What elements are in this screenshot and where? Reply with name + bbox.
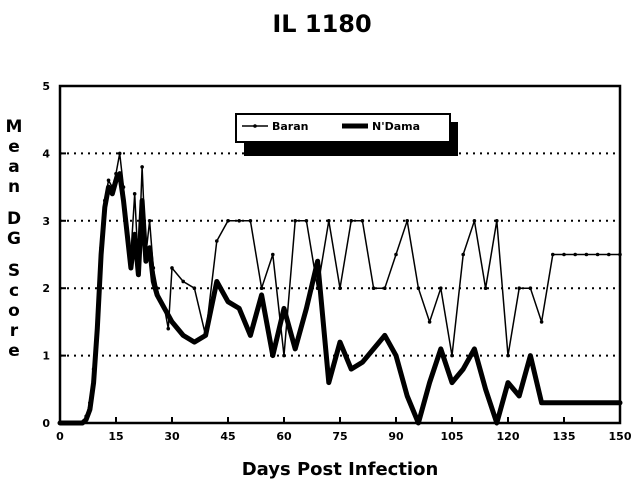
data-point-baran [106, 178, 111, 183]
y-tick-label: 0 [42, 417, 50, 430]
data-point-baran [181, 279, 185, 284]
data-point-baran [293, 219, 298, 223]
x-tick-label: 75 [332, 430, 347, 443]
data-point-baran [166, 326, 171, 331]
x-tick-label: 120 [497, 430, 520, 443]
data-point-baran [304, 219, 309, 223]
data-point-baran [539, 320, 544, 324]
y-tick-label: 5 [42, 80, 50, 93]
y-tick-label: 4 [42, 147, 50, 160]
data-point-baran [117, 151, 122, 156]
data-point-baran [215, 239, 219, 243]
data-point-baran [271, 252, 275, 257]
data-point-baran [371, 286, 376, 291]
data-point-baran [506, 353, 510, 358]
y-axis-label-letter: D [7, 209, 21, 229]
y-tick-label: 1 [42, 350, 50, 363]
y-axis: 0 1 2 3 4 5 [42, 80, 66, 430]
x-tick-label: 0 [56, 430, 64, 443]
y-axis-label-letter: e [8, 341, 20, 361]
data-point-baran [248, 219, 253, 223]
x-tick-label: 45 [220, 430, 235, 443]
data-point-baran [237, 219, 241, 223]
data-point-baran [461, 252, 466, 257]
chart-title: IL 1180 [272, 10, 371, 38]
legend-marker-baran [253, 124, 257, 128]
data-point-baran [618, 252, 622, 257]
series [57, 151, 623, 426]
data-point-baran [327, 219, 331, 223]
y-axis-label-letter: S [8, 261, 20, 281]
data-point-baran [360, 219, 365, 223]
data-point-baran [140, 165, 144, 169]
data-point-baran [450, 353, 454, 358]
y-axis-label-letter: G [7, 229, 21, 249]
x-tick-label: 60 [276, 430, 292, 443]
y-axis-label-letter: a [8, 157, 19, 177]
legend-label-ndama: N'Dama [372, 120, 420, 133]
data-point-baran [517, 286, 521, 291]
x-axis-label: Days Post Infection [242, 459, 439, 480]
data-point-baran [338, 286, 342, 291]
data-point-baran [282, 353, 286, 358]
data-point-baran [349, 219, 354, 223]
data-point-baran [483, 286, 488, 291]
series-line-ndama [57, 171, 623, 426]
data-point-baran [416, 286, 421, 291]
data-point-baran [562, 252, 566, 257]
data-point-baran [394, 252, 398, 257]
data-point-baran [595, 252, 600, 257]
y-tick-label: 2 [42, 282, 50, 295]
data-point-baran [259, 286, 264, 291]
data-point-baran [383, 286, 387, 291]
data-point-baran [427, 320, 432, 324]
data-point-baran [607, 252, 611, 257]
data-point-baran [192, 286, 197, 291]
y-axis-label-letter: e [8, 137, 20, 157]
y-axis-label-letter: c [9, 281, 19, 301]
x-tick-label: 30 [164, 430, 180, 443]
data-point-baran [551, 252, 555, 257]
series-line-baran [59, 152, 621, 424]
data-point-baran [405, 219, 410, 223]
x-tick-label: 90 [388, 430, 404, 443]
x-tick-label: 105 [441, 430, 464, 443]
legend-label-baran: Baran [272, 120, 309, 133]
data-point-baran [170, 266, 174, 270]
x-tick-label: 15 [108, 430, 123, 443]
x-axis: 0 15 30 45 60 75 90 105 120 135 150 [56, 417, 632, 443]
data-point-baran [132, 192, 137, 196]
data-point-baran [226, 219, 230, 223]
y-axis-label-letter: o [8, 301, 20, 321]
data-point-baran [528, 286, 533, 291]
y-axis-label-letter: n [8, 177, 20, 197]
data-point-baran [584, 252, 589, 257]
x-tick-label: 135 [553, 430, 576, 443]
data-point-baran [495, 219, 499, 223]
data-point-baran [439, 286, 443, 291]
y-tick-label: 3 [42, 215, 50, 228]
data-point-baran [472, 219, 477, 223]
legend: Baran N'Dama [235, 113, 458, 156]
x-tick-label: 150 [609, 430, 632, 443]
data-point-baran [573, 252, 577, 257]
y-axis-label-letter: M [6, 117, 23, 137]
y-axis-label-letter: r [10, 321, 19, 341]
data-point-baran [147, 219, 152, 223]
